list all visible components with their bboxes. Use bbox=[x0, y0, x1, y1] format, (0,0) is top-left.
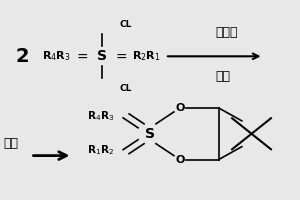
Text: 催化剂: 催化剂 bbox=[216, 26, 238, 39]
Text: R$_2$R$_1$: R$_2$R$_1$ bbox=[132, 49, 161, 63]
Text: 搅拌: 搅拌 bbox=[216, 70, 231, 83]
Text: 反应: 反应 bbox=[4, 137, 19, 150]
Text: CL: CL bbox=[120, 84, 132, 93]
Text: S: S bbox=[145, 127, 155, 141]
Text: $=$: $=$ bbox=[113, 49, 128, 63]
Text: O: O bbox=[175, 103, 184, 113]
Text: S: S bbox=[97, 49, 107, 63]
Text: R$_4$R$_3$: R$_4$R$_3$ bbox=[43, 49, 71, 63]
Text: $=$: $=$ bbox=[74, 49, 89, 63]
Text: 2: 2 bbox=[16, 47, 29, 66]
Text: R$_4$R$_3$: R$_4$R$_3$ bbox=[87, 109, 114, 123]
Text: O: O bbox=[175, 155, 184, 165]
Text: R$_1$R$_2$: R$_1$R$_2$ bbox=[87, 143, 114, 157]
Text: CL: CL bbox=[120, 20, 132, 29]
